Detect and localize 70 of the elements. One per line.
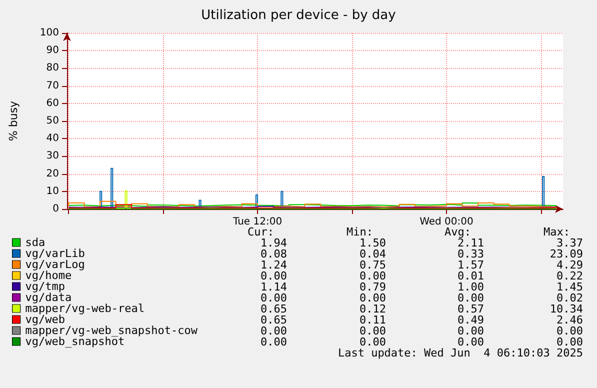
text: 1.57 — [458, 258, 484, 272]
y-tick-label: 10 — [46, 186, 59, 197]
text: 0.00 — [458, 292, 484, 304]
text: Last update: Wed Jun 4 06:10:03 2025 — [338, 346, 583, 360]
text: 0.00 — [260, 336, 287, 348]
text: 0.33 — [458, 248, 484, 260]
y-axis-title: % busy — [7, 100, 20, 142]
legend-label: vg/varLib — [25, 247, 85, 260]
y-tick-label: 90 — [46, 45, 59, 56]
text: 0.57 — [458, 302, 484, 316]
text: 0.08 — [260, 248, 287, 260]
y-tick-label: 100 — [40, 28, 59, 38]
y-tick-label: 0 — [52, 204, 59, 214]
chart-title: Utilization per device - by day — [201, 8, 396, 23]
legend-label: vg/varLog — [25, 258, 85, 271]
text: 2.46 — [556, 314, 583, 326]
text: 23.09 — [550, 248, 583, 260]
text: Min: — [346, 226, 373, 238]
text: 0.00 — [556, 336, 583, 348]
x-tick-label: Wed 00:00 — [420, 216, 474, 228]
text: 0.00 — [360, 324, 386, 338]
legend-label: vg/web — [25, 313, 66, 326]
text: 0.22 — [556, 270, 583, 282]
text: 10.34 — [550, 302, 584, 316]
text: 0.02 — [556, 292, 583, 304]
legend-label: sda — [25, 236, 46, 249]
legend-label: mapper/vg-web_snapshot-cow — [25, 324, 198, 337]
text: 0.00 — [260, 270, 287, 282]
text: 1.50 — [360, 236, 386, 250]
text: 1.00 — [458, 280, 484, 294]
text: 0.00 — [260, 292, 287, 304]
legend-label: vg/data — [25, 291, 72, 304]
text: 1.94 — [260, 236, 288, 250]
legend-label: vg/tmp — [25, 280, 66, 293]
text: Cur: — [248, 226, 274, 238]
y-tick-label: 50 — [46, 116, 59, 126]
y-tick-label: 80 — [46, 62, 59, 74]
text: 0.04 — [360, 248, 386, 260]
text: 1.14 — [260, 280, 288, 294]
text: 0.65 — [260, 302, 287, 316]
text: Avg: — [444, 226, 471, 238]
text: 0.00 — [360, 292, 386, 304]
text: 0.79 — [360, 280, 386, 294]
y-tick-label: 20 — [46, 168, 59, 180]
text: 0.00 — [360, 270, 386, 282]
legend-label: vg/home — [25, 269, 72, 282]
text: Max: — [544, 226, 570, 238]
text: 0.00 — [556, 324, 583, 338]
legend-label: mapper/vg-web-real — [25, 302, 145, 315]
text: 0.11 — [360, 314, 386, 326]
y-tick-label: 40 — [46, 133, 59, 144]
y-tick-label: 70 — [46, 80, 59, 92]
text: 0.49 — [458, 314, 484, 326]
text: 1.24 — [260, 258, 288, 272]
text: 0.00 — [458, 324, 484, 338]
text: 3.37 — [556, 236, 583, 250]
text: 0.65 — [260, 314, 287, 326]
text: 0.75 — [360, 258, 386, 272]
text: 2.11 — [458, 236, 484, 250]
legend-label: vg/web_snapshot — [25, 335, 125, 348]
text: 1.45 — [556, 280, 583, 294]
x-tick-label: Tue 12:00 — [232, 216, 282, 228]
text: 0.01 — [458, 270, 484, 282]
y-tick-label: 60 — [46, 98, 59, 109]
text: 0.00 — [260, 324, 287, 338]
y-tick-label: 30 — [46, 150, 59, 162]
text: 0.00 — [360, 336, 386, 348]
text: 0.00 — [458, 336, 484, 348]
text: 0.12 — [360, 302, 386, 316]
text: 4.29 — [556, 258, 583, 272]
